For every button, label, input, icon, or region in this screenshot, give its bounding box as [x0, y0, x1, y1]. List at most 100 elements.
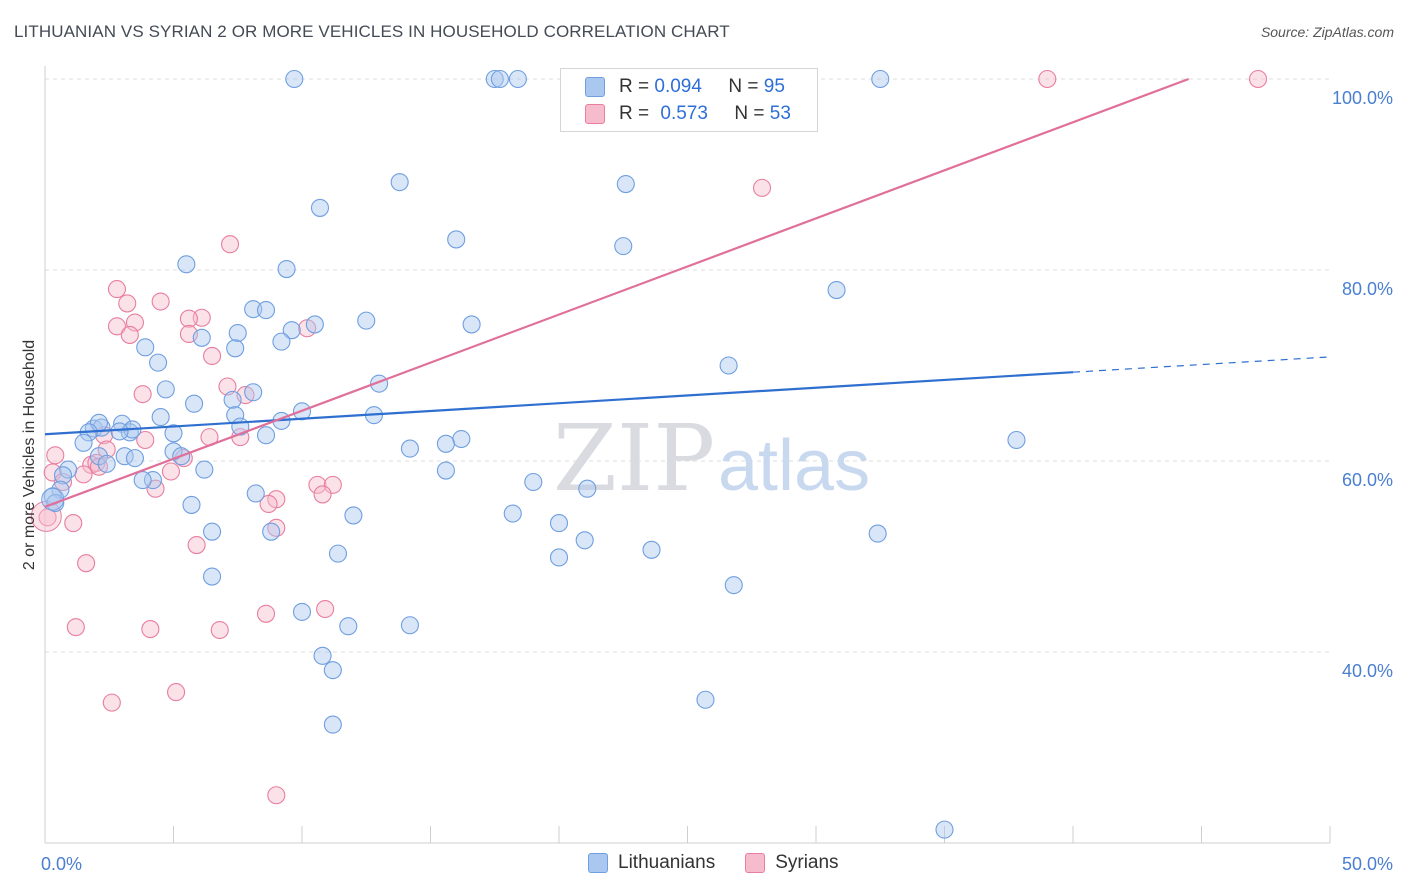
syrian-point	[118, 294, 137, 313]
lithuanian-point	[277, 259, 296, 279]
lithuanian-point	[256, 301, 276, 320]
lithuanian-point	[490, 69, 509, 89]
lithuanian-point	[935, 820, 954, 839]
lithuanian-point	[642, 540, 661, 559]
lithuanian-point	[292, 602, 312, 621]
syrians-points	[30, 69, 1268, 805]
syrian-point	[267, 786, 286, 805]
lithuanian-point	[133, 471, 152, 490]
lithuanian-point	[182, 495, 201, 514]
lithuanian-point	[244, 383, 263, 402]
syrian-trend-line	[44, 77, 1190, 508]
axes	[44, 66, 1331, 844]
syrian-point	[259, 494, 278, 514]
syrian-point	[752, 178, 772, 197]
syrian-point	[179, 309, 198, 328]
source-credit: Source: ZipAtlas.com	[1260, 24, 1394, 40]
lithuanian-point	[272, 332, 291, 351]
lithuanian-point	[97, 454, 116, 473]
syrian-point	[187, 535, 206, 555]
lithuanian-point	[41, 487, 65, 511]
syrian-point	[1248, 69, 1268, 89]
lithuanian-point	[185, 394, 204, 413]
watermark: ZIP atlas	[553, 405, 870, 512]
x-tick-label: 50.0%	[1342, 854, 1393, 874]
lithuanian-point	[462, 315, 481, 334]
lithuanian-point	[549, 548, 569, 567]
series-legend-syrians[interactable]: Syrians	[745, 852, 839, 874]
legend-swatch-syrians	[585, 104, 605, 124]
lithuanian-point	[226, 339, 245, 358]
lithuanian-point	[344, 506, 363, 525]
syrian-point	[64, 514, 83, 533]
lithuanian-point	[485, 69, 504, 89]
syrian-point	[161, 462, 180, 481]
lithuanian-point	[53, 466, 73, 485]
legend-n-value-syrians: 53	[769, 103, 791, 124]
lithuanian-point	[696, 690, 715, 709]
lithuanian-point	[503, 504, 522, 523]
syrian-point	[77, 554, 96, 573]
lithuanian-point	[151, 408, 170, 427]
syrian-point	[167, 683, 186, 702]
syrian-point	[192, 308, 211, 327]
lithuanian-point	[575, 531, 594, 550]
series-name-syrians: Syrians	[775, 852, 839, 873]
lithuanian-point	[400, 616, 419, 635]
lithuanian-point	[452, 429, 471, 449]
lithuanian-point	[262, 522, 281, 541]
lithuanian-point	[89, 447, 109, 466]
legend-row-syrians: R = 0.573 N = 53	[585, 101, 791, 127]
correlation-legend: R = 0.094 N = 95 R = 0.573 N = 53	[560, 68, 818, 132]
syrian-point	[74, 465, 93, 484]
lithuanian-point	[310, 198, 330, 217]
legend-row-lithuanians: R = 0.094 N = 95	[585, 74, 785, 100]
legend-n-label: N =	[734, 103, 765, 124]
lithuanian-point	[400, 439, 419, 458]
lithuanian-point	[156, 380, 175, 399]
lithuanian-point	[508, 69, 527, 89]
syrian-point	[313, 485, 332, 504]
syrian-point	[308, 475, 327, 494]
legend-n-value-lithuanians: 95	[763, 76, 785, 97]
lithuanian-point	[1007, 430, 1026, 450]
grid-lines	[45, 78, 1330, 653]
series-legend: Lithuanians Syrians	[588, 852, 869, 874]
legend-r-value-syrians: 0.573	[660, 103, 708, 124]
lithuanian-point	[195, 460, 214, 479]
lithuanian-point	[149, 353, 168, 372]
watermark-zip: ZIP	[553, 405, 715, 512]
legend-r-label: R =	[619, 76, 650, 97]
syrian-point	[107, 317, 127, 336]
lithuanian-point	[177, 255, 196, 274]
x-tick-label: 0.0%	[41, 854, 82, 874]
series-legend-lithuanians[interactable]: Lithuanians	[588, 852, 715, 874]
lithuanian-trend-line	[44, 371, 1074, 436]
lithuanian-point	[827, 281, 846, 300]
syrian-point	[107, 280, 127, 299]
y-tick-label: 100.0%	[1332, 88, 1393, 108]
syrian-point	[220, 235, 240, 254]
lithuanian-point	[323, 661, 342, 680]
lithuanian-point	[203, 567, 222, 586]
syrian-point	[133, 385, 152, 404]
lithuanian-point	[871, 69, 890, 89]
syrian-point	[120, 325, 139, 344]
lithuanian-point	[436, 434, 455, 453]
syrian-point	[1038, 69, 1057, 89]
lithuanian-point	[313, 646, 332, 665]
tick-labels: 40.0% 60.0% 80.0% 100.0% 0.0% 50.0%	[41, 88, 1393, 874]
lithuanian-point	[447, 230, 466, 249]
syrian-point	[256, 604, 276, 623]
lithuanian-point	[110, 422, 129, 441]
y-axis-label: 2 or more Vehicles in Household	[21, 340, 38, 570]
series-name-lithuanians: Lithuanians	[618, 852, 716, 873]
lithuanian-point	[228, 323, 247, 343]
lithuanian-point	[328, 544, 348, 563]
lithuanian-point	[549, 514, 569, 533]
lithuanian-point	[125, 449, 144, 468]
lithuanians-points	[41, 69, 1026, 839]
lithuanian-point	[719, 356, 738, 375]
syrian-point	[203, 346, 222, 366]
